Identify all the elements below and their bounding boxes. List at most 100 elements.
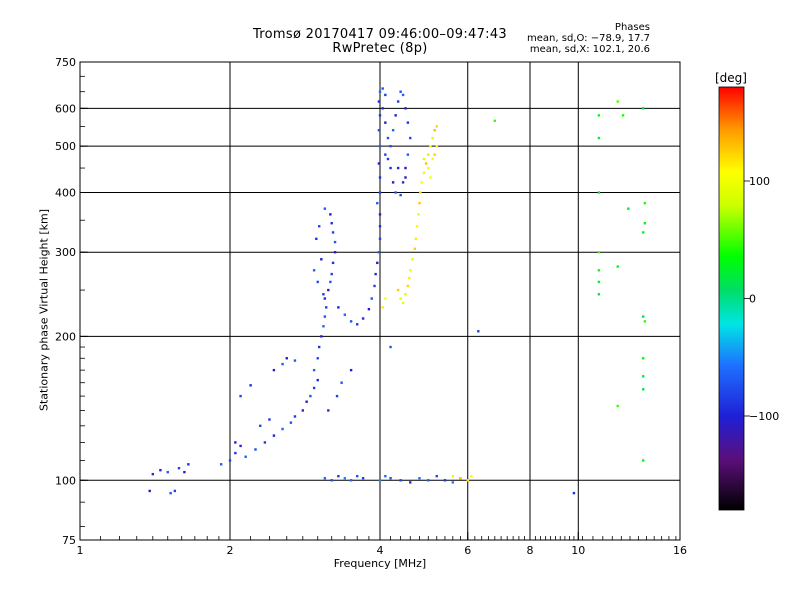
data-point	[409, 269, 412, 272]
data-point	[333, 240, 337, 244]
data-point	[323, 207, 327, 210]
data-point	[493, 119, 497, 123]
data-point	[422, 157, 426, 161]
data-point	[418, 477, 421, 480]
data-point	[373, 284, 376, 288]
data-point	[183, 470, 186, 474]
data-point	[394, 191, 397, 194]
data-point	[361, 477, 365, 480]
data-point	[391, 181, 395, 184]
data-point	[459, 477, 462, 480]
data-point	[234, 441, 237, 444]
x-tick-label: 2	[227, 544, 234, 557]
phase-stats-x: mean, sd,X: 102.1, 20.6	[529, 44, 650, 55]
data-point	[228, 459, 232, 462]
x-tick-label: 16	[673, 544, 687, 557]
data-point	[320, 335, 323, 338]
axis-ticks: 1 2 4 6 8 10 16 75 100 200 300 400 500 600 750	[55, 56, 687, 557]
data-point	[323, 297, 327, 300]
data-point	[309, 394, 312, 398]
data-point	[404, 166, 407, 170]
data-point	[317, 345, 321, 349]
data-point	[406, 284, 410, 288]
data-point	[343, 477, 347, 480]
data-point	[427, 479, 430, 482]
data-point	[337, 306, 340, 309]
data-point	[219, 463, 223, 466]
data-point	[325, 306, 328, 309]
x-tick-label: 10	[571, 544, 585, 557]
y-axis-label: Stationary phase Virtual Height [km]	[37, 208, 51, 412]
data-point	[331, 261, 335, 265]
data-point	[431, 136, 434, 140]
data-point	[249, 384, 252, 387]
data-point	[330, 479, 333, 482]
data-point	[374, 272, 377, 276]
data-point	[377, 100, 381, 103]
data-point	[330, 272, 333, 276]
y-tick-label: 400	[55, 186, 76, 199]
data-point	[399, 479, 402, 482]
data-point	[376, 201, 379, 205]
data-point	[285, 357, 288, 360]
data-point	[572, 491, 576, 495]
data-point	[239, 444, 242, 448]
data-point	[597, 293, 601, 296]
data-point	[331, 231, 335, 234]
data-point	[335, 394, 339, 398]
y-tick-label: 750	[55, 56, 76, 69]
data-point	[597, 136, 601, 140]
data-point	[333, 251, 337, 254]
y-tick-label: 600	[55, 102, 76, 115]
data-point	[597, 251, 601, 254]
data-point	[384, 297, 387, 300]
data-point	[281, 362, 284, 366]
data-point	[409, 136, 412, 140]
data-point	[616, 100, 619, 103]
data-point	[377, 162, 381, 165]
data-point	[384, 121, 387, 124]
data-points	[148, 87, 647, 495]
data-point	[429, 176, 432, 179]
data-point	[239, 394, 242, 398]
data-point	[349, 368, 353, 372]
data-point	[396, 166, 400, 170]
data-point	[386, 136, 390, 140]
data-point	[422, 171, 426, 174]
data-point	[451, 481, 455, 484]
data-point	[470, 474, 473, 478]
data-point	[643, 201, 647, 205]
data-point	[643, 320, 647, 323]
data-point	[396, 100, 400, 103]
data-point	[424, 162, 428, 165]
data-point	[272, 368, 276, 372]
data-point	[337, 474, 340, 478]
data-point	[355, 474, 359, 478]
x-axis-label: Frequency [MHz]	[333, 557, 427, 570]
colorbar-tick-label: 0	[749, 293, 756, 306]
data-point	[433, 128, 436, 132]
data-point	[389, 166, 392, 170]
data-point	[355, 323, 359, 326]
colorbar-label: [deg]	[715, 71, 747, 85]
data-point	[420, 181, 423, 184]
data-point	[378, 191, 382, 194]
data-point	[384, 93, 387, 97]
data-point	[316, 357, 319, 360]
data-point	[305, 400, 308, 403]
data-point	[263, 441, 267, 444]
data-point	[417, 213, 420, 216]
data-point	[327, 409, 330, 412]
data-point	[399, 297, 402, 300]
data-point	[451, 474, 455, 478]
data-point	[378, 225, 382, 228]
data-point	[254, 448, 257, 451]
data-point	[401, 301, 405, 305]
data-point	[642, 315, 645, 318]
chart-subtitle: RwPretec (8p)	[332, 41, 428, 56]
data-point	[259, 424, 262, 428]
data-point	[597, 191, 601, 194]
data-point	[187, 463, 190, 466]
data-point	[621, 114, 625, 117]
data-point	[315, 237, 318, 241]
